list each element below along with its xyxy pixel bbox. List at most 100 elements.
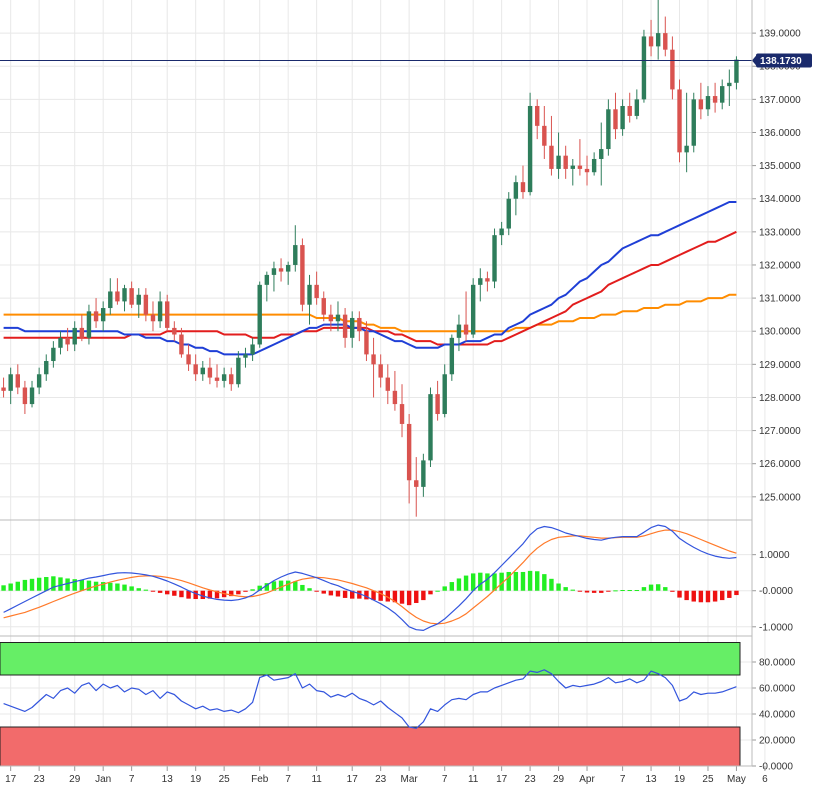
candle-body xyxy=(350,317,355,338)
candle-body xyxy=(563,155,568,169)
rsi-line-path xyxy=(3,669,737,729)
macd-panel: 1.0000 -0.0000 -1.0000 xyxy=(0,524,793,633)
candle-body xyxy=(556,155,561,169)
macd-axis: 1.0000 -0.0000 -1.0000 xyxy=(752,550,793,633)
macd-histogram-bar xyxy=(364,590,369,600)
macd-histogram-bar xyxy=(634,590,640,591)
macd-histogram-bar xyxy=(641,587,647,591)
macd-histogram-bar xyxy=(549,578,554,591)
macd-histogram-bar xyxy=(463,575,469,591)
x-axis-tick-label: 7 xyxy=(442,774,448,785)
oversold-zone xyxy=(0,726,741,767)
macd-histogram-bar xyxy=(165,590,170,595)
current-price-badge-pointer xyxy=(752,54,757,67)
candle-body xyxy=(257,284,262,345)
macd-histogram-bar xyxy=(229,590,234,597)
candle-body xyxy=(549,145,554,169)
candle-body xyxy=(200,367,205,375)
moving-averages xyxy=(3,201,737,356)
candle-body xyxy=(15,374,20,388)
candle-body xyxy=(108,291,113,309)
x-axis-tick-label: 13 xyxy=(162,774,174,785)
x-axis-tick-label: 25 xyxy=(702,774,714,785)
x-axis-tick-label: Feb xyxy=(251,774,269,785)
candle-body xyxy=(193,364,198,375)
x-axis-tick-label: 23 xyxy=(375,774,387,785)
candle-body xyxy=(100,308,106,322)
price-axis-tick-label: 132.0000 xyxy=(759,260,801,271)
candle-body xyxy=(663,33,668,50)
candle-body xyxy=(58,337,63,348)
candle-body xyxy=(72,327,77,345)
candle-body xyxy=(79,327,85,338)
macd-histogram-bar xyxy=(44,577,49,591)
macd-histogram-bar xyxy=(563,587,568,591)
macd-histogram-bar xyxy=(150,590,156,592)
macd-histogram-bar xyxy=(727,590,732,598)
candle-body xyxy=(129,288,134,305)
current-price-label: 138.1730 xyxy=(760,56,802,67)
price-axis-tick-label: 128.0000 xyxy=(759,393,801,404)
macd-histogram-bar xyxy=(122,584,127,591)
macd-histogram-bar xyxy=(307,588,312,591)
candle-body xyxy=(165,301,170,328)
macd-histogram-bar xyxy=(172,590,177,596)
candle-body xyxy=(86,311,92,338)
x-axis-tick-label: 11 xyxy=(468,774,479,785)
macd-histogram-bar xyxy=(200,590,205,600)
sma-200-line xyxy=(3,293,737,333)
overbought-zone xyxy=(0,642,741,676)
candle-body xyxy=(207,367,213,378)
x-axis-tick-label: 19 xyxy=(674,774,686,785)
price-axis-tick-label: 130.0000 xyxy=(759,327,801,338)
candle-body xyxy=(599,149,604,159)
macd-histogram-bar xyxy=(655,584,661,591)
current-price-badge-box xyxy=(756,53,812,68)
macd-histogram-bar xyxy=(1,585,6,591)
rsi-zones xyxy=(0,642,741,767)
macd-histogram-bar xyxy=(65,578,70,591)
x-axis-tick-label: 19 xyxy=(190,774,202,785)
macd-histogram-bar xyxy=(243,590,248,592)
candle-body xyxy=(606,109,611,150)
candle-body xyxy=(264,274,270,285)
macd-histogram-bar xyxy=(606,590,611,592)
macd-histogram-bar xyxy=(72,579,77,591)
rsi-axis-tick-label: 40.0000 xyxy=(759,710,796,721)
candle-body xyxy=(456,324,462,338)
macd-histogram-bar xyxy=(449,582,455,591)
x-axis-tick-label: 17 xyxy=(347,774,359,785)
macd-axis-tick-label: 1.0000 xyxy=(759,550,790,561)
macd-histogram-bar xyxy=(556,583,561,591)
x-axis-tick-label: 23 xyxy=(525,774,537,785)
rsi-axis-tick-label: 80.0000 xyxy=(759,658,796,669)
macd-histogram-bar xyxy=(584,590,590,593)
candle-body xyxy=(115,291,120,302)
macd-histogram-bar xyxy=(698,590,704,603)
price-axis-tick-label: 136.0000 xyxy=(759,128,801,139)
macd-histogram-bar xyxy=(335,590,341,597)
price-axis-tick-label: 126.0000 xyxy=(759,459,801,470)
macd-histogram-bar xyxy=(207,590,213,599)
macd-histogram-bar xyxy=(456,578,462,591)
macd-histogram-bar xyxy=(157,590,163,593)
candle-body xyxy=(150,314,156,322)
macd-histogram-bar xyxy=(79,579,85,591)
candle-body xyxy=(542,125,547,146)
price-axis-tick-label: 129.0000 xyxy=(759,360,801,371)
price-axis-tick-label: 135.0000 xyxy=(759,161,801,172)
macd-histogram-bar xyxy=(478,572,483,591)
candle-body xyxy=(435,394,440,415)
candle-body xyxy=(627,105,632,116)
macd-histogram-bar xyxy=(670,590,675,592)
macd-histogram-bar xyxy=(520,571,526,591)
price-axis-tick-label: 125.0000 xyxy=(759,492,801,503)
macd-axis-tick-label: -0.0000 xyxy=(759,586,793,597)
macd-histogram-bar xyxy=(542,574,547,591)
candle-body xyxy=(186,354,191,365)
macd-histogram-bar xyxy=(29,578,35,591)
macd-histogram-bar xyxy=(36,577,42,591)
x-axis-tick-label: Mar xyxy=(401,774,419,785)
x-axis-tick-label: 6 xyxy=(762,774,768,785)
candle-body xyxy=(314,284,319,299)
